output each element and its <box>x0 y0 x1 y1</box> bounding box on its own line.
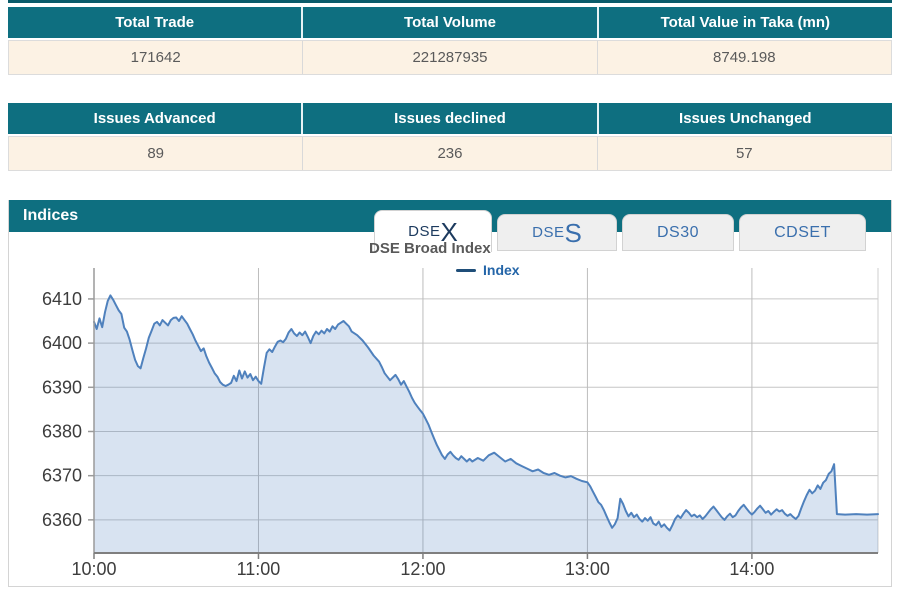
top-divider-strip <box>8 0 892 3</box>
issues-unchanged-header: Issues Unchanged <box>596 103 892 134</box>
y-tick-label: 6400 <box>42 333 82 353</box>
tab-cdset-label: CDSET <box>774 223 831 241</box>
index-tabs: DSE X DSE S DS30 CDSET <box>374 210 866 252</box>
indices-panel: Indices DSE X DSE S DS30 CDSET DSE Broad I… <box>8 200 892 587</box>
chart-title: DSE Broad Index <box>369 240 491 257</box>
market-summary-table: Total Trade Total Volume Total Value in … <box>8 7 892 75</box>
tab-cdset[interactable]: CDSET <box>739 214 866 251</box>
tab-dses[interactable]: DSE S <box>497 214 617 251</box>
issues-header-row: Issues Advanced Issues declined Issues U… <box>8 103 892 134</box>
tab-dses-cap: S <box>564 217 582 248</box>
total-value-header: Total Value in Taka (mn) <box>596 7 892 38</box>
issues-unchanged-value: 57 <box>596 137 891 170</box>
y-tick-label: 6380 <box>42 421 82 441</box>
index-line <box>93 294 879 532</box>
y-tick-label: 6370 <box>42 466 82 486</box>
total-trade-value: 171642 <box>9 41 303 74</box>
chart-legend: Index <box>456 262 520 278</box>
y-tick-label: 6410 <box>42 289 82 309</box>
x-tick-label: 13:00 <box>565 559 610 579</box>
issues-table: Issues Advanced Issues declined Issues U… <box>8 103 892 171</box>
indices-title: Indices <box>23 207 79 224</box>
total-volume-value: 221287935 <box>302 41 597 74</box>
market-summary-value-row: 171642 221287935 8749.198 <box>8 40 892 75</box>
tab-dsex[interactable]: DSE X <box>374 210 492 252</box>
issues-advanced-header: Issues Advanced <box>8 103 302 134</box>
issues-declined-header: Issues declined <box>301 103 597 134</box>
tab-dses-label: DSE <box>532 224 565 241</box>
x-tick-label: 14:00 <box>729 559 774 579</box>
x-tick-label: 11:00 <box>237 559 281 579</box>
tab-dsex-label: DSE <box>408 223 441 240</box>
tab-ds30-label: DS30 <box>656 223 700 241</box>
y-tick-label: 6360 <box>42 510 82 530</box>
issues-declined-value: 236 <box>302 137 597 170</box>
legend-label: Index <box>483 262 520 278</box>
tab-ds30[interactable]: DS30 <box>622 214 734 251</box>
issues-value-row: 89 236 57 <box>8 136 892 171</box>
index-area-chart: 6360 6370 6380 6390 6400 6410 10:00 11:00 12:00 1… <box>42 268 879 579</box>
y-tick-label: 6390 <box>42 377 82 397</box>
index-area <box>94 295 878 553</box>
total-value-value: 8749.198 <box>596 41 891 74</box>
total-volume-header: Total Volume <box>301 7 597 38</box>
tab-dsex-cap: X <box>440 216 458 247</box>
issues-advanced-value: 89 <box>9 137 303 170</box>
legend-dash-icon <box>456 268 476 272</box>
x-tick-label: 12:00 <box>400 559 445 579</box>
x-tick-label: 10:00 <box>71 559 116 579</box>
total-trade-header: Total Trade <box>8 7 302 38</box>
market-summary-header-row: Total Trade Total Volume Total Value in … <box>8 7 892 38</box>
